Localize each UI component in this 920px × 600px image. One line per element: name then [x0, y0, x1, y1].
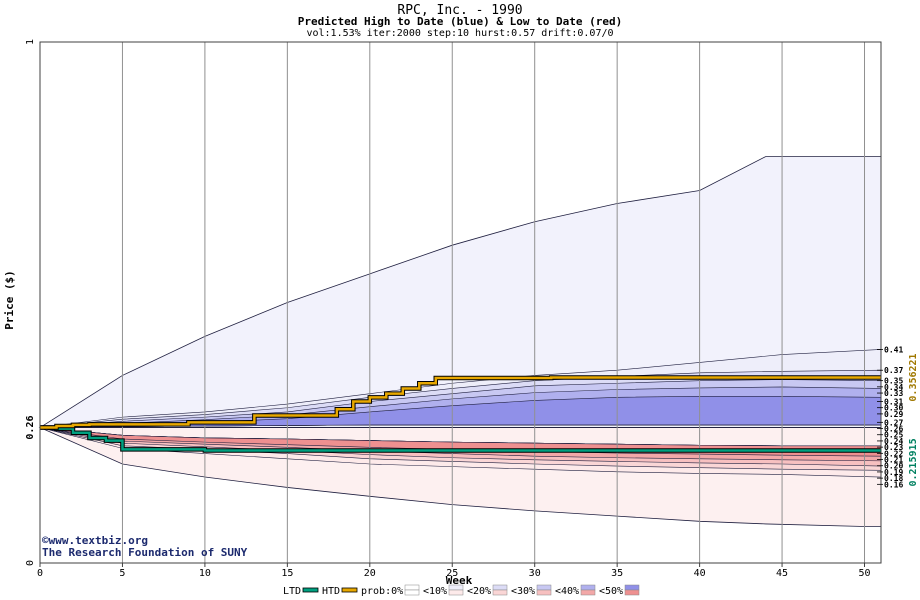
x-tick-label: 15: [281, 568, 293, 579]
copyright-icon: ©: [42, 534, 49, 547]
credit-site: ©www.textbiz.org: [42, 534, 148, 547]
x-tick-label: 0: [37, 568, 43, 579]
legend-label: <10%: [423, 586, 447, 597]
band-label: 0.41: [884, 345, 903, 354]
x-tick-label: 30: [529, 568, 541, 579]
band-label: 0.18: [884, 474, 903, 483]
legend-line-swatch: [302, 587, 319, 593]
credit-site-text: www.textbiz.org: [49, 534, 148, 547]
band-label: 0.25: [884, 431, 903, 440]
y-tick-label: 1: [25, 39, 36, 45]
band-label: 0.31: [884, 397, 903, 406]
grid-layer: [121, 42, 866, 563]
x-axis-title: Week: [446, 574, 473, 587]
credit-org: The Research Foundation of SUNY: [42, 546, 248, 559]
band-label: 0.33: [884, 389, 903, 398]
legend-label: <20%: [467, 586, 491, 597]
series-layer: [40, 375, 881, 453]
x-tick-label: 35: [611, 568, 623, 579]
band-label: 0.26: [884, 425, 903, 434]
htd-line: [40, 376, 881, 429]
legend-label: LTD: [283, 586, 301, 597]
y-tick-label: 0: [25, 560, 36, 566]
band-label: 0.30: [884, 404, 903, 413]
x-tick-label: 45: [776, 568, 788, 579]
x-tick-label: 10: [199, 568, 211, 579]
legend-swatch-high: [624, 584, 640, 591]
chart-params: vol:1.53% iter:2000 step:10 hurst:0.57 d…: [306, 28, 613, 39]
legend-swatch-low: [624, 589, 640, 596]
x-tick-label: 5: [119, 568, 125, 579]
legend-label: <30%: [511, 586, 535, 597]
band-label: 0.29: [884, 410, 903, 419]
legend-swatch-high: [448, 584, 464, 591]
y-axis-title: Price ($): [3, 270, 16, 330]
legend-swatch-low: [492, 589, 508, 596]
ltd-line: [40, 426, 881, 452]
band-label: 0.37: [884, 366, 903, 375]
plot-frame: [39, 41, 882, 564]
htd-final-value: 0.356221: [908, 353, 919, 401]
legend-line-swatch: [341, 587, 358, 593]
chart-title: RPC, Inc. - 1990: [397, 3, 522, 18]
legend-swatch-high: [492, 584, 508, 591]
x-tick-label: 50: [858, 568, 870, 579]
band-label: 0.34: [884, 383, 903, 392]
band-label: 0.20: [884, 462, 903, 471]
legend-swatch-high: [404, 584, 420, 591]
band-label: 0.27: [884, 418, 903, 427]
band-label: 0.16: [884, 480, 903, 489]
legend-label: <40%: [555, 586, 579, 597]
legend-label: HTD: [322, 586, 340, 597]
x-tick-label: 40: [694, 568, 706, 579]
legend-label: prob:0%: [361, 586, 403, 597]
x-tick-label: 25: [446, 568, 458, 579]
band-label: 0.24: [884, 437, 903, 446]
legend-swatch-low: [536, 589, 552, 596]
legend-swatch-low: [580, 589, 596, 596]
x-tick-label: 20: [364, 568, 376, 579]
legend-label: <50%: [599, 586, 623, 597]
band-label: 0.23: [884, 443, 903, 452]
final-value-labels: 0.356221 0.215915: [908, 353, 919, 486]
y-tick-label: 0.26: [25, 415, 36, 439]
legend-swatch-low: [448, 589, 464, 596]
axes-layer: 0 5 10 15 20 25 30 35 40 45 50 0 0.26 1: [25, 39, 882, 579]
chart-subtitle: Predicted High to Date (blue) & Low to D…: [298, 15, 623, 28]
band-label: 0.22: [884, 449, 903, 458]
band-labels: 0.41 0.37 0.350.340.330.310.300.290.270.26…: [877, 345, 903, 489]
legend: LTD HTD prob:0% <10% <20% <30% <40% <50%: [283, 584, 640, 597]
ltd-final-value: 0.215915: [908, 438, 919, 486]
band-label: 0.21: [884, 456, 903, 465]
legend-swatch-high: [580, 584, 596, 591]
band-label: 0.19: [884, 468, 903, 477]
legend-swatch-low: [404, 589, 420, 596]
band-label: 0.35: [884, 377, 903, 386]
legend-swatch-high: [536, 584, 552, 591]
